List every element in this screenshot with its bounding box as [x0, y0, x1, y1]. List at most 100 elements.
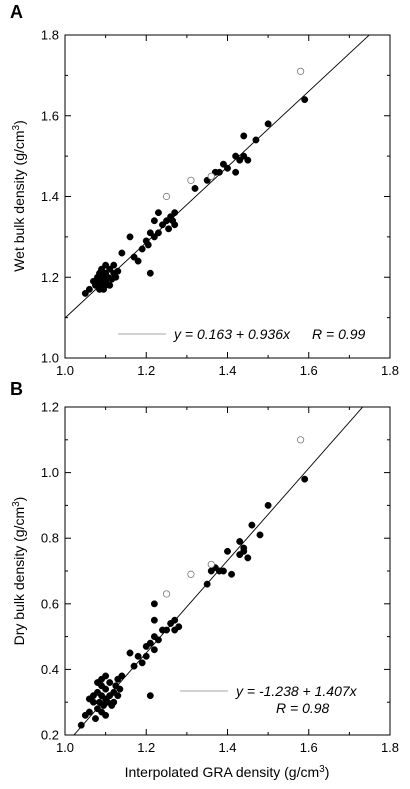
data-point-filled — [219, 160, 227, 168]
data-point-filled — [144, 241, 152, 249]
data-point-filled — [150, 217, 158, 225]
data-point-filled — [248, 521, 256, 529]
data-point-filled — [171, 209, 179, 217]
data-point-filled — [244, 554, 252, 562]
y-tick-label: 1.0 — [41, 465, 59, 480]
panel-label-b: B — [10, 379, 23, 399]
data-point-filled — [110, 698, 118, 706]
data-point-filled — [150, 233, 158, 241]
y-axis-label-b: Dry bulk density (g/cm3) — [11, 497, 27, 646]
y-tick-label: 0.6 — [41, 596, 59, 611]
data-point-filled — [118, 672, 126, 680]
data-point-filled — [264, 501, 272, 509]
x-tick-labels-b: 1.0 1.2 1.4 1.6 1.8 — [56, 740, 399, 755]
data-point-filled — [150, 646, 158, 654]
x-tick-label: 1.8 — [381, 740, 399, 755]
plot-frame-b — [64, 406, 391, 736]
ticks-a — [64, 34, 391, 359]
data-point-filled — [228, 570, 236, 578]
data-point-filled — [146, 639, 154, 647]
y-axis-label-a: Wet bulk density (g/cm3) — [11, 120, 27, 272]
data-point-filled — [110, 261, 118, 269]
data-point-open — [187, 176, 195, 184]
regression-line-b — [73, 407, 364, 735]
data-point-filled — [100, 285, 108, 293]
data-point-filled — [154, 636, 162, 644]
data-point-filled — [92, 715, 99, 723]
x-tick-label: 1.8 — [381, 363, 399, 378]
data-point-filled — [171, 616, 179, 624]
x-axis-label: Interpolated GRA density (g/cm3) — [125, 764, 330, 780]
data-point-filled — [85, 708, 93, 716]
data-point-filled — [236, 156, 244, 164]
data-point-filled — [96, 269, 103, 277]
x-tick-label: 1.0 — [56, 363, 74, 378]
data-point-filled — [146, 269, 154, 277]
y-tick-labels-b: 0.2 0.4 0.6 0.8 1.0 1.2 — [41, 400, 59, 743]
r-value-b: R = 0.98 — [276, 700, 330, 716]
data-point-filled — [219, 567, 227, 575]
data-point-filled — [77, 721, 85, 729]
data-point-filled — [232, 168, 240, 176]
data-point-filled — [256, 531, 264, 539]
y-tick-label: 1.2 — [41, 400, 59, 415]
data-point-filled — [138, 659, 146, 667]
y-tick-label: 0.8 — [41, 531, 59, 546]
data-point-filled — [102, 261, 110, 269]
data-point-filled — [240, 132, 248, 140]
x-tick-label: 1.6 — [300, 363, 318, 378]
data-point-filled — [146, 229, 154, 237]
data-point-filled — [102, 685, 110, 693]
data-point-filled — [301, 475, 309, 483]
data-point-filled — [163, 626, 171, 634]
data-point-filled — [154, 229, 162, 237]
data-point-open — [162, 590, 171, 598]
data-point-open — [297, 436, 305, 444]
data-point-filled — [116, 685, 124, 693]
equation-b: y = -1.238 + 1.407x — [235, 683, 358, 699]
y-tick-label: 1.6 — [41, 108, 59, 123]
x-tick-label: 1.6 — [300, 740, 318, 755]
data-point-filled — [232, 152, 240, 160]
equation-a: y = 0.163 + 0.936x — [173, 326, 291, 342]
data-point-filled — [224, 164, 231, 172]
data-point-open — [297, 67, 305, 75]
plot-frame-a — [64, 34, 391, 359]
y-tick-label: 0.4 — [41, 662, 59, 677]
data-point-filled — [114, 267, 122, 275]
x-tick-label: 1.4 — [218, 740, 236, 755]
data-point-open — [187, 570, 195, 578]
data-point-filled — [154, 209, 162, 217]
data-point-filled — [126, 649, 134, 657]
data-point-filled — [114, 692, 122, 700]
data-point-filled — [85, 285, 93, 293]
data-point-filled — [150, 616, 158, 624]
data-point-open — [162, 192, 171, 201]
data-point-filled — [118, 249, 126, 257]
data-point-filled — [159, 221, 166, 229]
data-point-filled — [301, 96, 309, 104]
x-tick-label: 1.4 — [218, 363, 236, 378]
data-point-filled — [106, 265, 114, 273]
y-tick-label: 1.4 — [41, 189, 59, 204]
data-point-filled — [126, 233, 134, 241]
data-point-filled — [102, 711, 110, 719]
data-point-filled — [81, 289, 89, 297]
points-b — [77, 436, 309, 729]
x-tick-label: 1.2 — [137, 363, 155, 378]
data-point-filled — [240, 544, 248, 552]
regression-line — [73, 407, 364, 735]
data-point-filled — [106, 281, 114, 289]
data-point-open — [207, 172, 215, 180]
data-point-filled — [244, 156, 252, 164]
data-point-filled — [112, 273, 120, 281]
data-point-filled — [175, 623, 183, 631]
data-point-filled — [142, 652, 150, 660]
panel-label-a: A — [10, 2, 23, 22]
panel-a: A 1.0 1.2 1.4 1.6 1.8 1.0 1.2 1.4 1.6 1.8 Wet bu… — [10, 2, 399, 378]
data-point-filled — [165, 225, 173, 233]
data-point-filled — [138, 245, 146, 253]
y-tick-label: 1.2 — [41, 270, 59, 285]
data-point-filled — [252, 136, 260, 144]
